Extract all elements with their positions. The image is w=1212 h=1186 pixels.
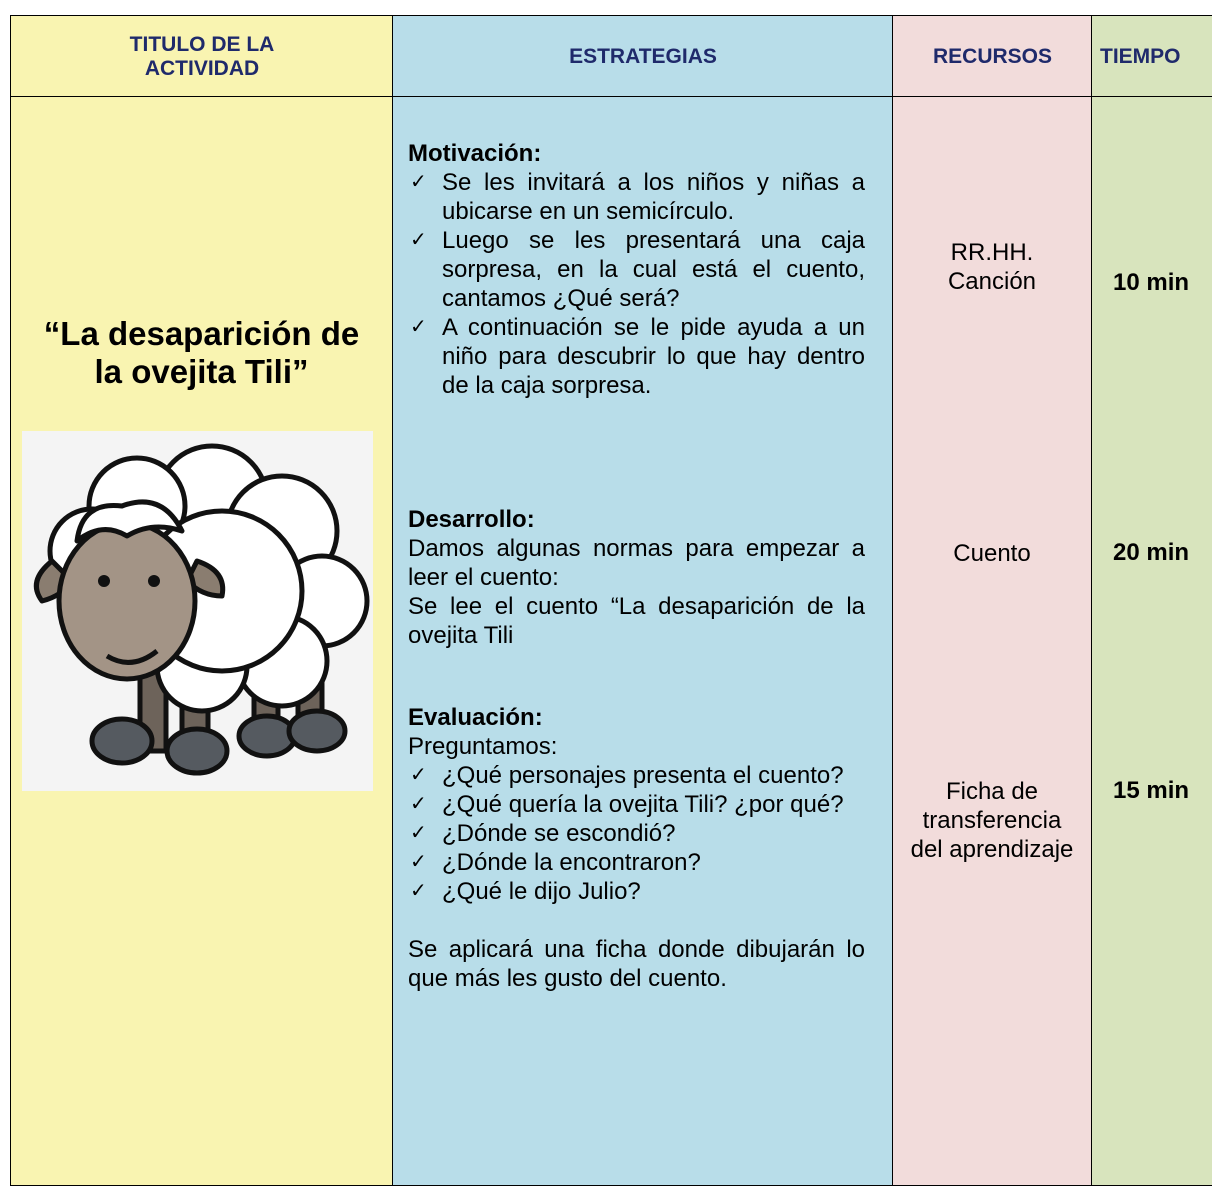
header: ESTRATEGIAS xyxy=(569,44,717,68)
header-cell: TIEMPO xyxy=(1091,15,1212,98)
section-heading: Motivación: xyxy=(408,140,542,167)
sheep-image xyxy=(22,431,373,791)
resource: Cuento xyxy=(953,540,1031,567)
check-list: Se les invitará a los niños y niñas a ub… xyxy=(408,168,865,400)
check-item: Se les invitará a los niños y niñas a ub… xyxy=(408,168,865,226)
time: 10 min xyxy=(1112,269,1190,296)
header: TIEMPO xyxy=(1100,44,1181,68)
section-heading: Desarrollo: xyxy=(408,506,535,533)
check-item: ¿Qué personajes presenta el cuento? xyxy=(408,761,865,790)
check-item: ¿Dónde se escondió? xyxy=(408,819,865,848)
resource: Ficha de transferencia del aprendizaje xyxy=(910,778,1074,863)
check-item: A continuación se le pide ayuda a un niñ… xyxy=(408,313,865,400)
resources-cell: RR.HH. Canción Cuento Ficha de transfere… xyxy=(892,96,1093,1186)
header-cell: RECURSOS xyxy=(892,15,1093,98)
title-cell: “La desaparición de la ovejita Tili” xyxy=(10,96,394,1186)
time: 15 min xyxy=(1112,777,1190,804)
check-item: ¿Qué le dijo Julio? xyxy=(408,877,865,906)
section-heading: Evaluación: xyxy=(408,704,543,731)
header: TITULO DE LA ACTIVIDAD xyxy=(129,32,275,80)
paragraph: Preguntamos: xyxy=(408,733,558,760)
resource: RR.HH. Canción xyxy=(947,239,1037,295)
paragraph: Damos algunas normas para empezar a leer… xyxy=(408,535,865,591)
header: RECURSOS xyxy=(932,44,1053,68)
header-cell: TITULO DE LA ACTIVIDAD xyxy=(10,15,394,98)
development: Desarrollo: Damos algunas normas para em… xyxy=(408,505,865,650)
paragraph: Se lee el cuento “La desaparición de la … xyxy=(408,593,865,649)
paragraph: Se aplicará una ficha donde dibujarán lo… xyxy=(408,936,865,992)
strategies-cell: Motivación: Se les invitará a los niños … xyxy=(392,96,894,1186)
activity-title: “La desaparición de la ovejita Tili” xyxy=(43,315,360,390)
evaluation: Evaluación: Preguntamos: ¿Qué personajes… xyxy=(408,703,865,993)
check-item: ¿Dónde la encontraron? xyxy=(408,848,865,877)
time: 20 min xyxy=(1112,539,1190,566)
motivation: Motivación: Se les invitará a los niños … xyxy=(408,139,865,400)
check-list: ¿Qué personajes presenta el cuento?¿Qué … xyxy=(408,761,865,906)
time-cell: 10 min 20 min 15 min xyxy=(1091,96,1212,1186)
check-item: ¿Qué quería la ovejita Tili? ¿por qué? xyxy=(408,790,865,819)
check-item: Luego se les presentará una caja sorpres… xyxy=(408,226,865,313)
header-cell: ESTRATEGIAS xyxy=(392,15,894,98)
